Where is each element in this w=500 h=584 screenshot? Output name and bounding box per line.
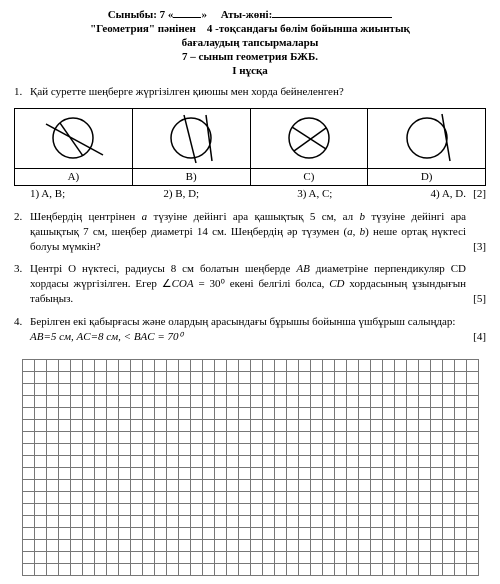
q3-points: [5] — [473, 292, 486, 307]
q4-data: AB=5 см, AC=8 см, < BAC = 70⁰ — [30, 331, 183, 343]
q3-ab: AB — [296, 263, 309, 275]
q3-text-c: = 30⁰ екені белгілі болса, — [194, 278, 330, 290]
question-3: 3. Центрі О нүктесі, радиусы 8 см болаты… — [14, 262, 486, 307]
q4-points: [4] — [473, 330, 486, 345]
q1-text: Қай суретте шеңберге жүргізілген қиюшы м… — [30, 86, 344, 98]
opt-2: 2) B, D; — [163, 188, 199, 200]
q1-num: 1. — [14, 85, 22, 100]
subject: "Геометрия" пәнінен — [90, 23, 196, 35]
q1-options: 1) A, B; 2) B, D; 3) A, C; 4) A, D. [2] — [14, 188, 486, 200]
name-blank[interactable] — [272, 8, 392, 18]
question-4: 4. Берілген екі қабырғасы және олардың а… — [14, 315, 486, 345]
name-label: Аты-жөні: — [221, 9, 273, 21]
fig-d — [368, 108, 486, 168]
grade-line: 7 – сынып геометрия БЖБ. — [14, 51, 486, 63]
label-b: B) — [132, 168, 250, 185]
fig-a — [15, 108, 133, 168]
q2-points: [3] — [473, 240, 486, 255]
opt-4: 4) A, D. — [431, 188, 466, 200]
q2-num: 2. — [14, 210, 22, 225]
q3-text-a: Центрі О нүктесі, радиусы 8 см болатын ш… — [30, 263, 296, 275]
q3-coa: COA — [172, 278, 194, 290]
q2-text-d: , — [353, 226, 360, 238]
class-label: Сыныбы: 7 « — [108, 9, 174, 21]
figures-table: A) B) C) D) — [14, 108, 486, 186]
class-suffix: » — [201, 9, 207, 21]
label-d: D) — [368, 168, 486, 185]
q2-text-b: түзуіне дейінгі ара қашықтық 5 см, ал — [147, 211, 359, 223]
opt-3: 3) A, C; — [297, 188, 332, 200]
question-2: 2. Шеңбердің центрінен a түзуіне дейінгі… — [14, 210, 486, 255]
question-1: 1. Қай суретте шеңберге жүргізілген қиюш… — [14, 85, 486, 100]
fig-b — [132, 108, 250, 168]
variant: І нұсқа — [14, 65, 486, 77]
title-rest: -тоқсандағы бөлім бойынша жиынтық — [215, 23, 410, 35]
class-blank[interactable] — [173, 8, 201, 18]
answer-grid — [14, 359, 486, 576]
q4-num: 4. — [14, 315, 22, 330]
q1-points: [2] — [473, 188, 486, 200]
title-line2: бағалаудың тапсырмалары — [14, 37, 486, 49]
quarter: 4 — [207, 23, 213, 35]
q3-cd: CD — [329, 278, 344, 290]
label-a: A) — [15, 168, 133, 185]
q3-num: 3. — [14, 262, 22, 277]
fig-c — [250, 108, 368, 168]
opt-1: 1) A, B; — [30, 188, 65, 200]
q2-text-a: Шеңбердің центрінен — [30, 211, 142, 223]
q4-text: Берілген екі қабырғасы және олардың арас… — [30, 316, 456, 328]
label-c: C) — [250, 168, 368, 185]
